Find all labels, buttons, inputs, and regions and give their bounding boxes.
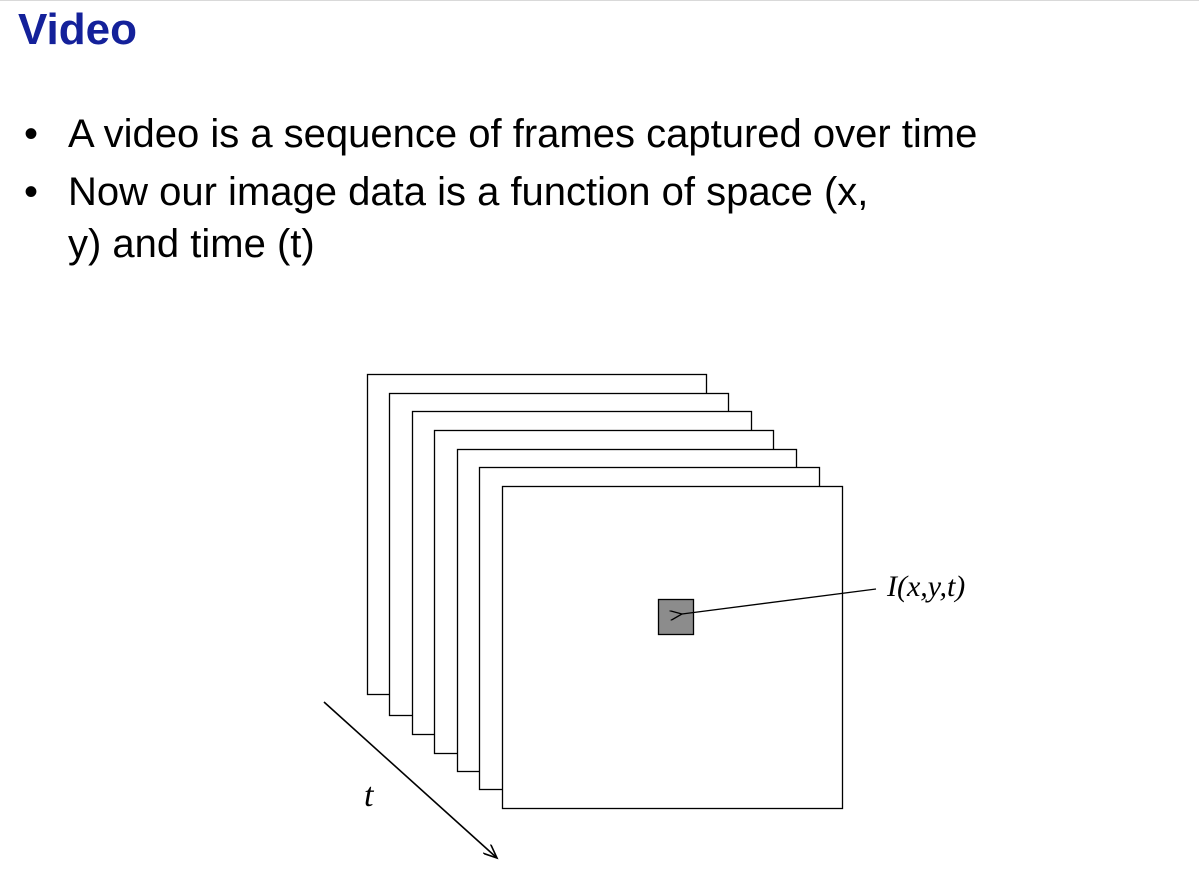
frame-stack [366,373,844,810]
video-frame [501,485,844,810]
time-axis-arrow [323,701,497,858]
bullet-marker: • [24,170,39,214]
bullet-text: A video is a sequence of frames captured… [68,112,978,156]
bullet-item: • A video is a sequence of frames captur… [24,108,1028,160]
pixel-pointer-arrow [682,588,877,614]
bullet-item: • Now our image data is a function of sp… [24,166,1028,270]
bullet-list: • A video is a sequence of frames captur… [24,108,1028,276]
highlighted-pixel [657,598,695,636]
slide-title: Video [18,5,138,54]
top-rule [0,0,1199,1]
time-axis-label: t [364,777,375,814]
pixel-label: I(x,y,t) [886,570,965,603]
bullet-text: Now our image data is a function of spac… [68,170,869,266]
bullet-marker: • [24,112,39,156]
